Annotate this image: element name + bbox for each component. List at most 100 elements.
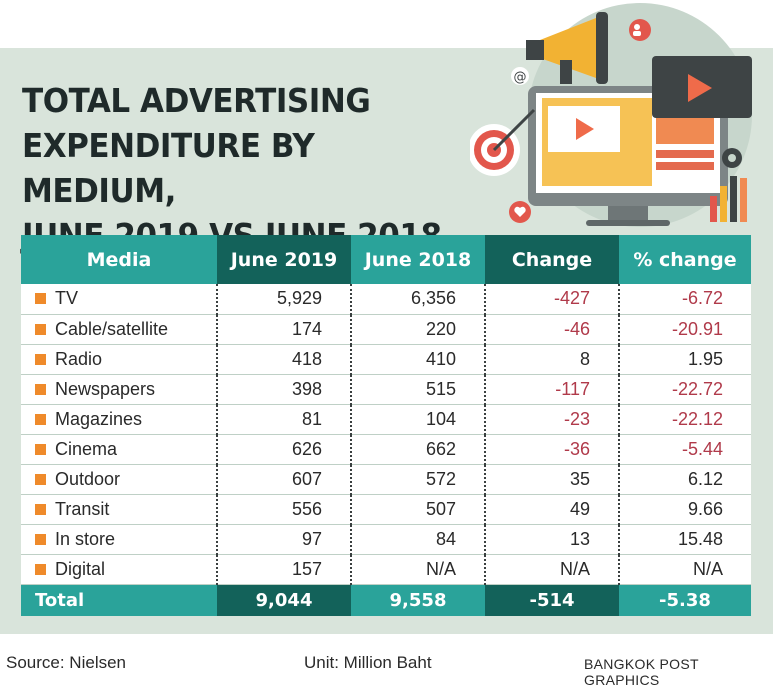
pct-change-cell: -5.44: [618, 434, 751, 465]
june-2019-cell: 174: [216, 314, 351, 345]
june-2018-cell: 220: [350, 314, 485, 345]
table-row: Radio 418 410 8 1.95: [21, 344, 751, 375]
header-row: Media June 2019 June 2018 Change % chang…: [21, 235, 751, 284]
june-2018-cell: 84: [350, 524, 485, 555]
media-label: Newspapers: [55, 378, 156, 399]
media-label: TV: [55, 288, 79, 309]
column-header-pct-change: % change: [619, 235, 751, 284]
change-cell: -427: [484, 284, 619, 315]
svg-text:@: @: [514, 70, 527, 85]
pct-change-cell: N/A: [618, 554, 751, 585]
media-cell: Radio: [21, 344, 217, 375]
media-cell: Magazines: [21, 404, 217, 435]
media-label: Radio: [55, 348, 103, 369]
media-label: In store: [55, 528, 116, 549]
expenditure-table: Media June 2019 June 2018 Change % chang…: [21, 235, 751, 616]
bullet-icon: [35, 293, 46, 305]
heart-icon: [509, 201, 531, 223]
june-2019-cell: 97: [216, 524, 351, 555]
media-cell: Newspapers: [21, 374, 217, 405]
total-june-2019: 9,044: [217, 584, 351, 616]
video-player-icon: [652, 56, 752, 118]
pct-change-cell: 9.66: [618, 494, 751, 525]
pct-change-cell: 15.48: [618, 524, 751, 555]
column-header-media: Media: [21, 235, 217, 284]
bullet-icon: [35, 323, 46, 335]
june-2019-cell: 5,929: [216, 284, 351, 315]
total-change: -514: [485, 584, 619, 616]
media-cell: In store: [21, 524, 217, 555]
media-label: Cable/satellite: [55, 318, 169, 339]
june-2019-cell: 418: [216, 344, 351, 375]
table-row: Cinema 626 662 -36 -5.44: [21, 434, 751, 465]
bullet-icon: [35, 413, 46, 425]
total-pct-change: -5.38: [619, 584, 751, 616]
table-row: In store 97 84 13 15.48: [21, 524, 751, 555]
chart-title: TOTAL ADVERTISING EXPENDITURE BY MEDIUM,…: [22, 78, 464, 258]
pct-change-cell: -6.72: [618, 284, 751, 315]
media-label: Magazines: [55, 408, 143, 429]
change-cell: N/A: [484, 554, 619, 585]
change-cell: -23: [484, 404, 619, 435]
media-cell: Outdoor: [21, 464, 217, 495]
title-line: EXPENDITURE BY MEDIUM,: [22, 126, 315, 210]
june-2018-cell: 507: [350, 494, 485, 525]
bullet-icon: [35, 383, 46, 395]
change-cell: 8: [484, 344, 619, 375]
media-label: Transit: [55, 498, 110, 519]
unit-note: Unit: Million Baht: [304, 653, 432, 672]
megaphone-icon: [526, 12, 608, 84]
june-2019-cell: 398: [216, 374, 351, 405]
table-row: Outdoor 607 572 35 6.12: [21, 464, 751, 495]
change-cell: 35: [484, 464, 619, 495]
june-2019-cell: 81: [216, 404, 351, 435]
source-note: Source: Nielsen: [6, 653, 127, 672]
bullet-icon: [35, 473, 46, 485]
june-2018-cell: 6,356: [350, 284, 485, 315]
table-row: Magazines 81 104 -23 -22.12: [21, 404, 751, 435]
media-cell: Digital: [21, 554, 217, 585]
pct-change-cell: 1.95: [618, 344, 751, 375]
media-cell: Transit: [21, 494, 217, 525]
june-2018-cell: 104: [350, 404, 485, 435]
advertising-illustration: @: [470, 3, 752, 227]
table-row: Cable/satellite 174 220 -46 -20.91: [21, 314, 751, 345]
pct-change-cell: -22.72: [618, 374, 751, 405]
media-label: Outdoor: [55, 468, 121, 489]
total-label: Total: [21, 584, 217, 616]
bullet-icon: [35, 503, 46, 515]
media-cell: Cable/satellite: [21, 314, 217, 345]
bullet-icon: [35, 563, 46, 575]
june-2018-cell: 572: [350, 464, 485, 495]
gear-icon: [722, 148, 742, 168]
total-row: Total 9,044 9,558 -514 -5.38: [21, 584, 751, 616]
change-cell: -117: [484, 374, 619, 405]
column-header-june-2018: June 2018: [351, 235, 485, 284]
pct-change-cell: 6.12: [618, 464, 751, 495]
june-2019-cell: 556: [216, 494, 351, 525]
june-2019-cell: 626: [216, 434, 351, 465]
table-row: Transit 556 507 49 9.66: [21, 494, 751, 525]
table-row: TV 5,929 6,356 -427 -6.72: [21, 284, 751, 315]
change-cell: -36: [484, 434, 619, 465]
title-line: TOTAL ADVERTISING: [22, 81, 371, 120]
june-2018-cell: N/A: [350, 554, 485, 585]
total-june-2018: 9,558: [351, 584, 485, 616]
june-2018-cell: 662: [350, 434, 485, 465]
media-label: Digital: [55, 558, 106, 579]
target-icon: [470, 108, 536, 176]
bar-chart-icon: [710, 176, 747, 222]
media-cell: TV: [21, 284, 217, 315]
june-2019-cell: 157: [216, 554, 351, 585]
pct-change-cell: -22.12: [618, 404, 751, 435]
bullet-icon: [35, 443, 46, 455]
bullet-icon: [35, 533, 46, 545]
june-2019-cell: 607: [216, 464, 351, 495]
media-cell: Cinema: [21, 434, 217, 465]
media-label: Cinema: [55, 438, 118, 459]
table-row: Newspapers 398 515 -117 -22.72: [21, 374, 751, 405]
change-cell: 13: [484, 524, 619, 555]
user-notification-icon: [629, 19, 651, 41]
at-sign-icon: @: [511, 67, 529, 85]
pct-change-cell: -20.91: [618, 314, 751, 345]
